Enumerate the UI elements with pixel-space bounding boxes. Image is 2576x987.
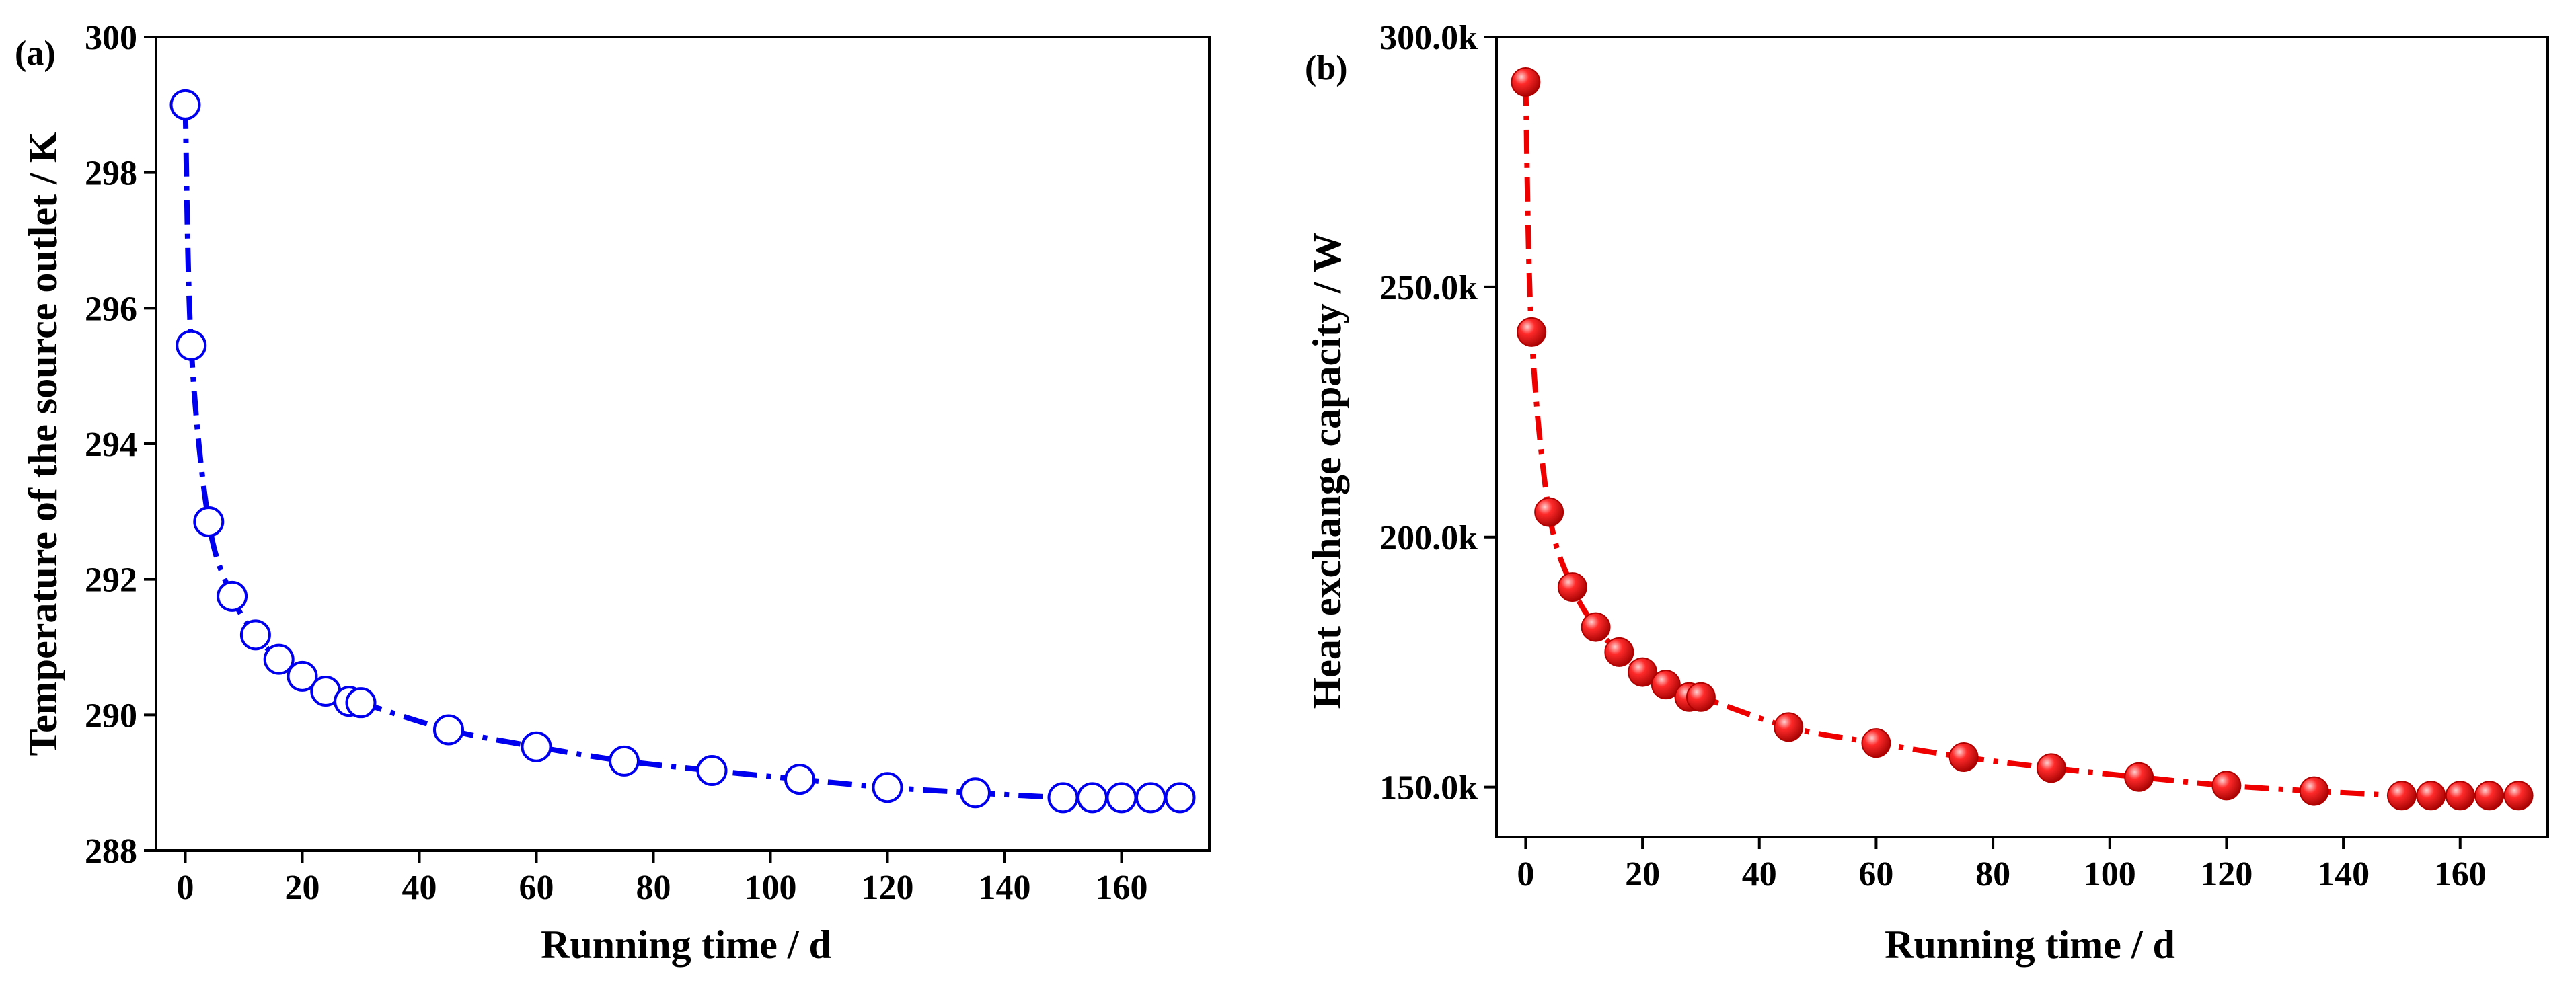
panel-a-data-point xyxy=(263,643,295,675)
panel-a-data-point xyxy=(1135,782,1166,814)
panel-b-heat-exchange-chart: (b) 0 20 40 60 80 100 120 140 160 150.0k 200.0k 250… xyxy=(1305,19,2549,967)
panel-a-x-axis-title: Running time / d xyxy=(541,922,831,967)
panel-b-data-point xyxy=(1517,317,1547,347)
panel-a-data-point xyxy=(176,329,207,361)
panel-b-axis-frame xyxy=(1495,36,2549,838)
panel-b-x-tick-label: 40 xyxy=(1742,855,1777,894)
panel-b-data-point xyxy=(1604,637,1634,667)
panel-a-data-point xyxy=(169,89,201,120)
panel-b-data-point xyxy=(2445,781,2475,811)
panel-a-temperature-chart: (a) 0 20 40 60 80 100 120 140 160 288 290 292 294 296… xyxy=(15,19,1211,967)
panel-b-data-point xyxy=(1511,67,1541,97)
panel-b-data-point xyxy=(2416,781,2446,811)
panel-a-y-tick-label: 294 xyxy=(85,426,137,464)
panel-a-y-tick-label: 288 xyxy=(85,832,137,871)
panel-a-data-point xyxy=(960,777,991,809)
panel-b-x-tick-label: 80 xyxy=(1975,855,2010,894)
panel-b-label: (b) xyxy=(1305,49,1348,87)
panel-b-x-tick-label: 0 xyxy=(1517,855,1534,894)
panel-a-data-point xyxy=(1164,782,1196,814)
panel-b-y-axis-title: Heat exchange capacity / W xyxy=(1305,233,1349,709)
panel-a-data-point xyxy=(609,745,640,777)
panel-a-x-tick-label: 40 xyxy=(402,869,437,907)
panel-b-data-point xyxy=(2211,771,2242,801)
panel-b-y-tick-label: 150.0k xyxy=(1379,769,1478,807)
panel-a-y-axis-title: Temperature of the source outlet / K xyxy=(21,131,65,756)
panel-b-data-point xyxy=(1861,728,1891,758)
panel-b-y-tick-label: 200.0k xyxy=(1379,519,1478,557)
panel-a-data-point xyxy=(433,714,464,746)
panel-b-data-point xyxy=(1581,612,1611,642)
panel-b-x-tick-label: 140 xyxy=(2317,855,2370,894)
panel-a-axis-frame xyxy=(155,36,1211,852)
panel-b-data-point xyxy=(1534,497,1564,527)
panel-a-x-tick-label: 60 xyxy=(519,869,554,907)
panel-b-data-point xyxy=(1628,657,1658,687)
panel-b-y-tick-label: 300.0k xyxy=(1379,19,1478,57)
panel-a-data-point xyxy=(1047,782,1079,814)
panel-b-data-point xyxy=(1557,572,1587,602)
panel-a-y-tick-label: 300 xyxy=(85,19,137,57)
panel-b-data-point xyxy=(1685,682,1716,712)
panel-b-data-point xyxy=(2503,781,2534,811)
panel-a-data-point xyxy=(696,755,728,787)
panel-a-y-tick-label: 296 xyxy=(85,290,137,328)
panel-a-data-point xyxy=(521,731,552,762)
panel-b-x-tick-label: 60 xyxy=(1858,855,1893,894)
panel-b-plot: 0 20 40 60 80 100 120 140 160 150.0k 200.0k 250.0k 3… xyxy=(1379,19,2549,894)
panel-b-data-point xyxy=(1651,670,1681,700)
panel-a-series-line xyxy=(182,104,1180,801)
panel-a-data-point xyxy=(1077,782,1108,814)
panel-a-x-tick-label: 100 xyxy=(745,869,797,907)
panel-a-data-point xyxy=(239,619,271,651)
panel-b-data-point xyxy=(1774,712,1804,742)
panel-a-data-point xyxy=(193,506,225,537)
panel-a-data-point xyxy=(287,660,318,692)
panel-b-x-tick-label: 20 xyxy=(1625,855,1660,894)
panel-b-x-tick-label: 160 xyxy=(2434,855,2487,894)
panel-a-x-tick-label: 120 xyxy=(862,869,914,907)
panel-a-x-tick-label: 140 xyxy=(979,869,1031,907)
panel-a-data-point xyxy=(345,687,377,719)
panel-b-data-point xyxy=(2386,781,2417,811)
panel-b-x-tick-label: 100 xyxy=(2084,855,2136,894)
panel-b-data-point xyxy=(2474,781,2505,811)
panel-a-data-point xyxy=(1106,782,1137,814)
panel-a-data-point xyxy=(872,772,903,803)
panel-b-x-tick-label: 120 xyxy=(2200,855,2252,894)
panel-a-x-tick-label: 0 xyxy=(177,869,194,907)
panel-b-y-tick-label: 250.0k xyxy=(1379,269,1478,307)
panel-a-label: (a) xyxy=(15,34,56,73)
panel-b-data-point xyxy=(2124,762,2154,792)
panel-a-data-point xyxy=(217,580,248,612)
panel-b-data-point xyxy=(1948,742,1979,772)
panel-a-y-tick-label: 298 xyxy=(85,155,137,193)
panel-a-x-tick-label: 80 xyxy=(636,869,671,907)
panel-b-data-point xyxy=(2036,753,2066,783)
panel-a-y-tick-label: 290 xyxy=(85,697,137,735)
panel-a-plot: 0 20 40 60 80 100 120 140 160 288 290 292 294 296 298 3… xyxy=(85,19,1211,907)
panel-a-x-tick-label: 160 xyxy=(1096,869,1148,907)
panel-b-x-axis-title: Running time / d xyxy=(1885,922,2175,967)
panel-a-x-tick-label: 20 xyxy=(285,869,320,907)
panel-a-y-tick-label: 292 xyxy=(85,561,137,600)
panel-a-data-point xyxy=(784,764,815,795)
panel-b-data-point xyxy=(2299,776,2329,806)
